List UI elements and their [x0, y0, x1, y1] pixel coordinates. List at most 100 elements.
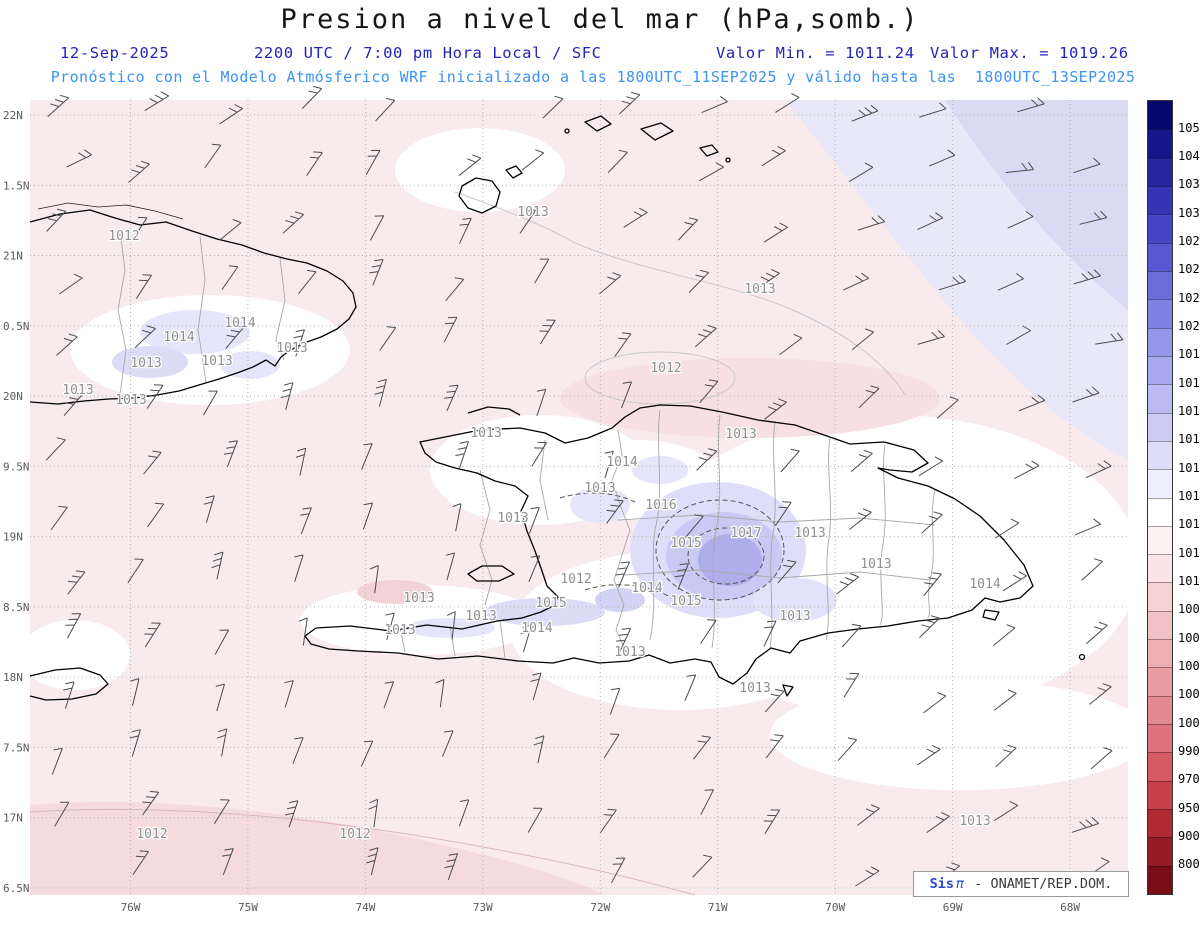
colorbar-cell: [1148, 185, 1172, 215]
lon-label: 75W: [238, 901, 258, 914]
colorbar-label: 970: [1178, 772, 1200, 787]
isobar-label: 1013: [115, 393, 146, 408]
lat-label: 7.5N: [3, 741, 30, 754]
colorbar-cell: [1148, 752, 1172, 782]
valid-time: 2200 UTC / 7:00 pm Hora Local / SFC: [254, 44, 602, 62]
colorbar-label: 1004: [1178, 658, 1200, 673]
isobar-label: 1012: [108, 229, 139, 244]
isobar-label: 1012: [339, 827, 370, 842]
lon-label: 73W: [473, 901, 493, 914]
colorbar-cell: [1148, 270, 1172, 300]
colorbar-label: 1006: [1178, 630, 1200, 645]
colorbar-cell: [1148, 497, 1172, 527]
beata-island: [782, 684, 794, 697]
isobar-label: 1012: [560, 572, 591, 587]
watermark-text: - ONAMET/REP.DOM.: [966, 876, 1113, 892]
pressure-shading: [20, 100, 1150, 895]
colorbar-cell: [1148, 355, 1172, 385]
colorbar-label: 1017: [1178, 404, 1200, 419]
colorbar-label: 1015: [1178, 460, 1200, 475]
isobar-label: 1013: [130, 356, 161, 371]
lon-label: 68W: [1060, 901, 1080, 914]
colorbar-cell: [1148, 525, 1172, 555]
saona-island: [982, 609, 1000, 621]
watermark: Sis π - ONAMET/REP.DOM.: [913, 871, 1129, 897]
isobar-label: 1013: [614, 645, 645, 660]
colorbar-label: 1020: [1178, 319, 1200, 334]
lat-label: 17N: [3, 812, 23, 825]
lon-label: 74W: [355, 901, 375, 914]
colorbar-cell: [1148, 809, 1172, 838]
lat-label: 9.5N: [3, 460, 30, 473]
colorbar-scale: [1147, 100, 1173, 895]
turks-caicos-islands: [584, 115, 719, 157]
colorbar-cell: [1148, 129, 1172, 159]
jamaica-coastline: [29, 667, 109, 701]
cuba-coastline: [29, 209, 357, 405]
colorbar-cell: [1148, 610, 1172, 640]
isobar-label: 1013: [517, 205, 548, 220]
colorbar-cell: [1148, 695, 1172, 725]
isobar-label: 1016: [645, 498, 676, 513]
colorbar-cell: [1148, 412, 1172, 442]
isobar-label: 1013: [465, 609, 496, 624]
colorbar-label: 1022: [1178, 290, 1200, 305]
isobar-label: 1012: [136, 827, 167, 842]
colorbar-label: 1035: [1178, 177, 1200, 192]
colorbar-cell: [1148, 582, 1172, 612]
isobar-label: 1013: [584, 481, 615, 496]
colorbar-label: 900: [1178, 828, 1200, 843]
colorbar-label: 990: [1178, 743, 1200, 758]
colorbar-cell: [1148, 440, 1172, 470]
colorbar-cell: [1148, 157, 1172, 187]
small-island: [725, 157, 731, 163]
small-island: [564, 128, 570, 134]
colorbar-label: 1019: [1178, 347, 1200, 362]
isobar-label: 1014: [521, 621, 552, 636]
axis-labels: 76W 75W 74W 73W 72W 71W 70W 69W 68W 22N 1.5N 21N 0.5…: [3, 109, 1080, 914]
colorbar-cell: [1148, 780, 1172, 810]
colorbar-label: 1002: [1178, 687, 1200, 702]
isobar-label: 1013: [470, 426, 501, 441]
colorbar-cell: [1148, 554, 1172, 583]
great-inagua-island: [458, 177, 501, 214]
lon-label: 71W: [708, 901, 728, 914]
colorbar-cell: [1148, 242, 1172, 272]
colorbar-label: 1012: [1178, 545, 1200, 560]
isobar-label: 1017: [730, 526, 761, 541]
colorbar-cell: [1148, 724, 1172, 753]
colorbar-label: 1028: [1178, 234, 1200, 249]
isobar-label: 1013: [725, 427, 756, 442]
isobar-label: 1015: [535, 596, 566, 611]
colorbar-label: 1018: [1178, 375, 1200, 390]
isobar-label: 1014: [163, 330, 194, 345]
gonave-island: [467, 565, 515, 582]
min-value-label: Valor Min. = 1011.24: [716, 44, 915, 62]
run-date: 12-Sep-2025: [60, 44, 170, 62]
hispaniola-coastline: [304, 404, 1034, 685]
isobar-label: 1013: [403, 591, 434, 606]
isobar-label: 1013: [794, 526, 825, 541]
cuban-cays: [37, 202, 184, 220]
lon-label: 70W: [825, 901, 845, 914]
wind-barbs: [45, 85, 1124, 887]
isobar-label: 1013: [384, 623, 415, 638]
colorbar-label: 950: [1178, 800, 1200, 815]
isobar-label: 1013: [201, 354, 232, 369]
lat-label: 6.5N: [3, 882, 30, 895]
colorbar-label: 1030: [1178, 205, 1200, 220]
colorbar-cell: [1148, 384, 1172, 414]
colorbar-cell: [1148, 865, 1172, 895]
isobar-label: 1013: [497, 511, 528, 526]
isobar-label: 1015: [670, 536, 701, 551]
header-line: 12-Sep-2025 2200 UTC / 7:00 pm Hora Loca…: [0, 44, 1200, 64]
lat-label: 8.5N: [3, 601, 30, 614]
isobar-label: 1013: [860, 557, 891, 572]
lat-label: 19N: [3, 531, 23, 544]
lat-label: 21N: [3, 250, 23, 263]
mona-island: [1078, 653, 1086, 661]
colorbar-label: 1010: [1178, 573, 1200, 588]
